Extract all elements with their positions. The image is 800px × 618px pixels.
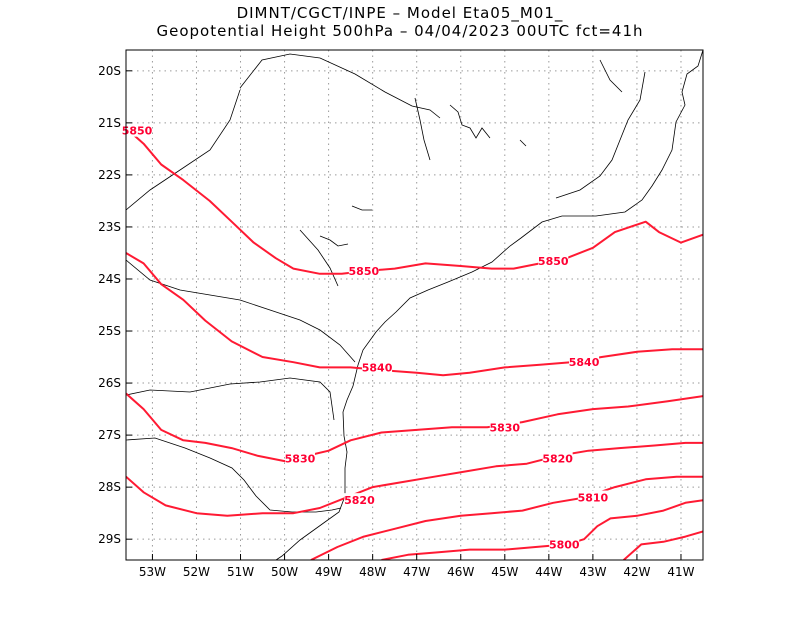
contour-labels: 5850 5850 5850 5840 5840 5830 5830 5820 5820 5810… <box>122 123 609 551</box>
x-tick-label: 49W <box>315 565 342 579</box>
x-tick-label: 47W <box>403 565 430 579</box>
contour-label-background <box>284 451 315 465</box>
contour-label-5820: 5820 <box>344 494 375 507</box>
y-tick-label: 23S <box>98 220 121 234</box>
y-tick-label: 28S <box>98 480 121 494</box>
plot-frame <box>125 49 704 561</box>
coastline-and-borders <box>126 50 703 560</box>
figure-title-line-2: Geopotential Height 500hPa – 04/04/2023 … <box>156 22 644 40</box>
reservoir <box>519 139 527 147</box>
y-tick-label: 29S <box>98 532 121 546</box>
contour-label-5830: 5830 <box>489 421 520 434</box>
x-tick-label: 45W <box>491 565 518 579</box>
contour-label-background <box>362 360 393 374</box>
contour-label-background <box>348 264 379 278</box>
contour-label-background <box>577 490 608 504</box>
contour-label-background <box>549 537 580 551</box>
contour-label-background <box>569 355 600 369</box>
contour-line-5840 <box>126 252 703 377</box>
coastline <box>275 50 703 560</box>
state-border <box>555 71 646 199</box>
state-border <box>599 59 623 93</box>
state-border <box>126 259 356 363</box>
contour-label-background <box>344 493 375 507</box>
contour-label-5850: 5850 <box>122 125 153 138</box>
x-tick-label: 46W <box>447 565 474 579</box>
reservoir <box>319 235 349 247</box>
x-tick-label: 51W <box>227 565 254 579</box>
y-axis-ticks: 20S 21S 22S 23S 24S 25S 26S 27S 28S 29S <box>98 64 132 546</box>
x-tick-label: 41W <box>667 565 694 579</box>
x-tick-label: 42W <box>623 565 650 579</box>
contour-label-5810: 5810 <box>578 492 609 505</box>
contour-line-5850 <box>126 127 703 275</box>
contour-label-background <box>122 123 153 137</box>
contour-label-5830: 5830 <box>285 453 316 466</box>
contour-label-5850: 5850 <box>349 265 380 278</box>
x-axis-ticks: 53W 52W 51W 50W 49W 48W 47W 46W 45W 44W 43W 42W 41W <box>139 554 695 579</box>
contour-label-5850: 5850 <box>538 255 569 268</box>
contour-line-5810 <box>310 475 703 560</box>
state-border <box>126 437 342 513</box>
figure-title-line-1: DIMNT/CGCT/INPE – Model Eta05_M01_ <box>236 4 564 22</box>
contour-line-5800 <box>623 530 703 560</box>
reservoir <box>449 104 491 139</box>
contour-label-background <box>542 451 573 465</box>
state-border <box>299 229 339 287</box>
grid-lines <box>126 50 703 560</box>
y-tick-label: 20S <box>98 64 121 78</box>
x-tick-label: 50W <box>271 565 298 579</box>
contour-line-5800 <box>381 499 703 560</box>
y-tick-label: 22S <box>98 168 121 182</box>
state-border <box>239 53 441 119</box>
height-contours <box>126 127 703 560</box>
x-tick-label: 48W <box>359 565 386 579</box>
x-tick-label: 44W <box>535 565 562 579</box>
contour-label-5800: 5800 <box>549 538 580 551</box>
y-tick-label: 25S <box>98 324 121 338</box>
contour-label-5840: 5840 <box>362 361 393 374</box>
y-tick-label: 24S <box>98 272 121 286</box>
contour-line-5830 <box>126 392 703 463</box>
x-tick-label: 52W <box>183 565 210 579</box>
reservoir <box>351 205 372 211</box>
contour-label-background <box>538 253 569 267</box>
y-tick-label: 27S <box>98 428 121 442</box>
state-border <box>414 97 431 161</box>
contour-line-5820 <box>126 441 703 517</box>
state-border <box>126 377 335 421</box>
x-tick-label: 43W <box>579 565 606 579</box>
x-tick-label: 53W <box>139 565 166 579</box>
contour-label-5820: 5820 <box>542 453 573 466</box>
state-border <box>126 89 241 211</box>
y-tick-label: 26S <box>98 376 121 390</box>
contour-label-5840: 5840 <box>569 356 600 369</box>
contour-label-background <box>489 420 520 434</box>
y-tick-label: 21S <box>98 116 121 130</box>
